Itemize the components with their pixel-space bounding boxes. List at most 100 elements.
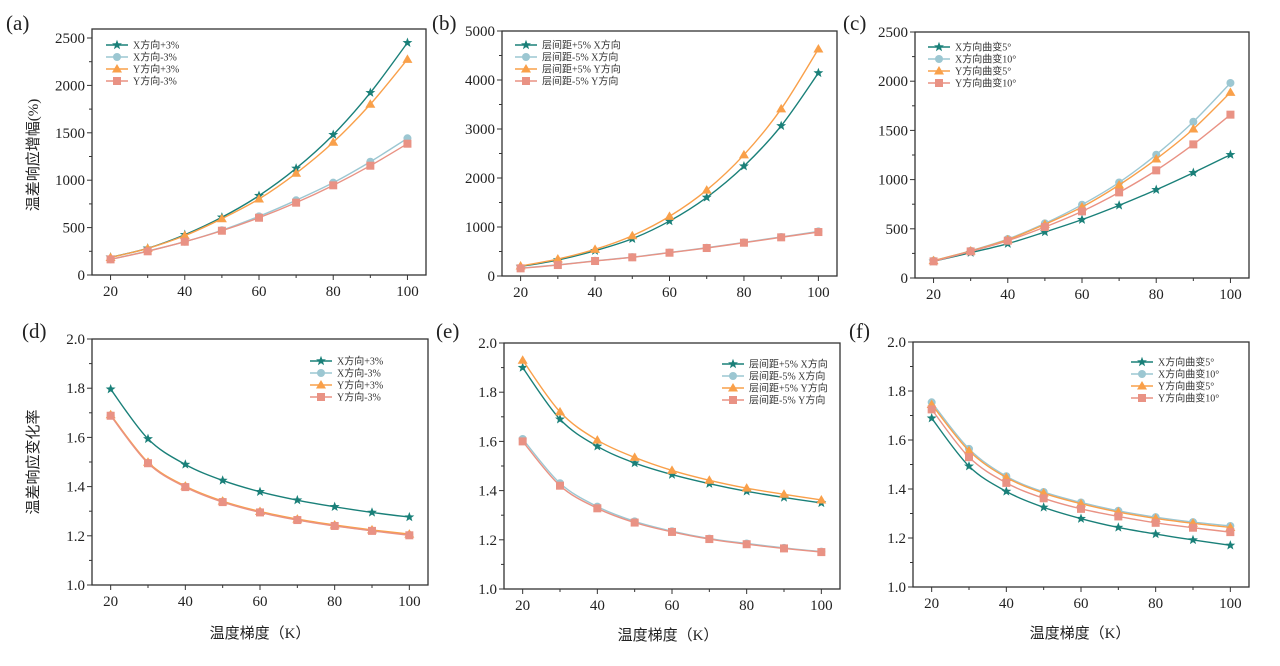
legend: X方向+3%X方向-3%Y方向+3%Y方向-3% <box>310 355 383 404</box>
x-tick-label: 100 <box>807 285 830 301</box>
legend-label: X方向曲变5° <box>1158 356 1214 369</box>
data-point-square <box>966 247 975 256</box>
y-tick-label: 1.4 <box>478 484 497 500</box>
legend-label: 层间距+5% X方向 <box>749 358 828 371</box>
data-point-square <box>330 521 339 530</box>
data-point-square <box>405 531 414 540</box>
data-point-star <box>329 501 340 511</box>
data-point-circle <box>1226 78 1235 87</box>
data-point-triangle <box>291 168 302 177</box>
y-tick-label: 2.0 <box>478 336 497 352</box>
data-point-star <box>105 383 116 394</box>
panel-label: (f) <box>849 319 870 343</box>
panel-label: (d) <box>22 319 47 343</box>
legend-item: 层间距+5% X方向 <box>722 358 828 371</box>
data-point-star <box>667 469 677 479</box>
panel-d: (d) 温差响应变化率 温度梯度（K） 20 40 60 80 100 1.0 1.2 1.4… <box>22 319 429 642</box>
data-point-square <box>927 405 936 414</box>
data-point-square <box>256 508 264 517</box>
x-tick-label: 20 <box>926 287 941 303</box>
data-point-triangle <box>555 406 565 416</box>
y-tick-label: 0 <box>488 269 496 285</box>
y-tick-label: 1500 <box>55 126 85 142</box>
series-line <box>110 388 410 518</box>
legend-marker-square <box>113 77 121 85</box>
legend-item: 层间距+5% X方向 <box>515 39 621 52</box>
data-point-square <box>403 139 412 148</box>
data-point-triangle <box>776 103 787 113</box>
data-point-star <box>926 413 937 423</box>
y-tick-label: 1.8 <box>66 381 85 397</box>
x-axis: 20 40 60 80 100 <box>926 278 1242 303</box>
series-triangle <box>105 409 415 538</box>
data-point-star <box>404 511 415 522</box>
y-tick-label: 1.0 <box>478 582 497 598</box>
data-point-triangle <box>664 211 675 220</box>
x-tick-label: 60 <box>1074 596 1089 612</box>
y-tick-label: 500 <box>63 221 86 237</box>
data-point-triangle <box>365 99 376 108</box>
x-tick-label: 80 <box>327 594 342 610</box>
legend-item: X方向曲变10° <box>1131 368 1219 381</box>
data-point-square <box>628 253 637 262</box>
panel-label: (b) <box>432 11 457 35</box>
data-point-square <box>1040 223 1049 232</box>
series-circle <box>106 411 414 539</box>
data-point-square <box>965 453 973 462</box>
x-tick-label: 20 <box>103 284 118 300</box>
y-tick-label: 1.6 <box>478 434 497 450</box>
data-point-square <box>516 264 525 273</box>
data-point-star <box>328 129 339 139</box>
series-line <box>110 414 410 536</box>
data-point-star <box>217 475 228 485</box>
legend-label: X方向曲变10° <box>955 53 1016 66</box>
series-triangle <box>517 355 827 504</box>
y-tick-label: 3000 <box>465 122 495 138</box>
data-point-square <box>180 237 189 246</box>
legend-item: Y方向曲变10° <box>928 77 1016 90</box>
x-tick-label: 40 <box>177 284 192 300</box>
x-tick-label: 100 <box>1219 287 1242 303</box>
data-point-square <box>255 213 263 222</box>
y-tick-label: 500 <box>886 222 909 238</box>
y-tick-label: 1.6 <box>66 430 85 446</box>
data-point-square <box>1152 166 1161 175</box>
data-point-square <box>1003 236 1012 245</box>
series-star <box>105 383 415 522</box>
data-point-square <box>591 257 600 266</box>
data-point-square <box>1226 528 1235 537</box>
x-tick-label: 60 <box>662 285 677 301</box>
x-tick-label: 60 <box>1075 287 1090 303</box>
data-point-star <box>664 215 675 226</box>
series-line <box>110 415 410 537</box>
data-point-square <box>668 527 676 536</box>
legend-label: Y方向+3% <box>133 63 179 76</box>
x-tick-label: 20 <box>515 598 530 614</box>
data-point-square <box>368 526 376 535</box>
x-tick-label: 40 <box>1000 287 1015 303</box>
data-point-triangle <box>1001 472 1012 481</box>
x-tick-label: 80 <box>326 284 341 300</box>
data-point-star <box>1225 540 1236 550</box>
data-point-star <box>555 414 565 424</box>
y-axis: 1.0 1.2 1.4 1.6 1.8 2.0 <box>66 332 92 594</box>
legend-item: 层间距-5% Y方向 <box>515 75 618 88</box>
y-tick-label: 1000 <box>55 173 85 189</box>
x-axis: 20 40 60 80 100 <box>515 589 833 614</box>
series-triangle <box>928 87 1236 265</box>
y-tick-label: 1.2 <box>66 529 85 545</box>
data-point-square <box>1077 504 1085 513</box>
legend-label: 层间距-5% Y方向 <box>749 394 825 407</box>
legend-item: 层间距+5% Y方向 <box>722 382 828 395</box>
series-line <box>933 82 1231 262</box>
legend-item: X方向曲变10° <box>928 53 1016 66</box>
legend: X方向+3%X方向-3%Y方向+3%Y方向-3% <box>106 39 179 88</box>
data-point-square <box>218 498 227 507</box>
data-point-star <box>776 120 787 131</box>
y-tick-label: 2.0 <box>66 332 85 348</box>
legend-marker-square <box>935 79 943 87</box>
y-axis: 1.0 1.2 1.4 1.6 1.8 2.0 <box>478 336 504 598</box>
legend-marker-star <box>728 358 738 369</box>
data-point-triangle <box>254 193 264 203</box>
